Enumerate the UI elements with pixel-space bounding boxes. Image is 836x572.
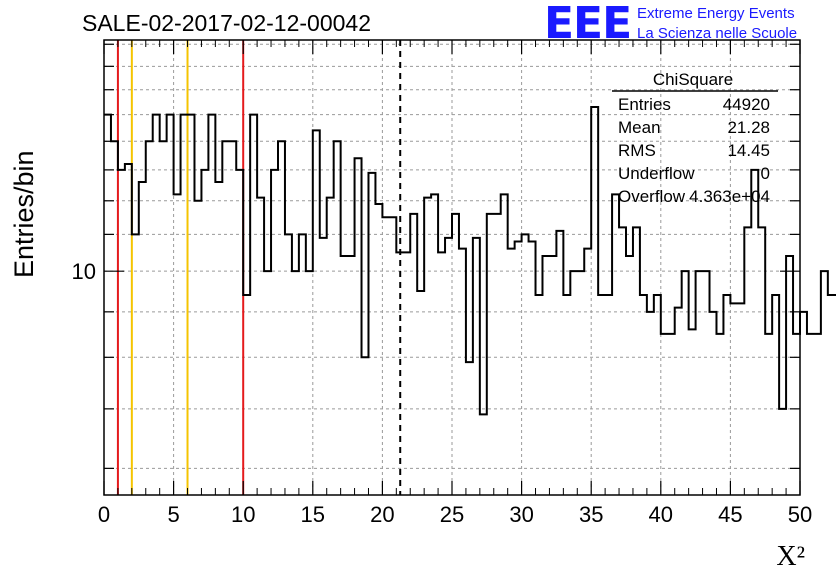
eee-logo: EEE Extreme Energy Events La Scienza nel… xyxy=(544,2,834,46)
x-tick-label: 0 xyxy=(98,502,110,527)
stats-overflow-value: 4.363e+04 xyxy=(689,187,770,206)
stats-entries-label: Entries xyxy=(618,95,671,114)
x-tick-label: 35 xyxy=(579,502,603,527)
stats-overflow-label: Overflow xyxy=(618,187,686,206)
y-axis-title: Entries/bin xyxy=(9,150,39,278)
eee-logo-title: Extreme Energy Events xyxy=(637,5,795,22)
x-tick-label: 15 xyxy=(301,502,325,527)
x-tick-label: 30 xyxy=(509,502,533,527)
x-tick-label: 5 xyxy=(167,502,179,527)
stats-rms-value: 14.45 xyxy=(727,141,770,160)
axis-ticks xyxy=(103,40,801,495)
run-title: SALE-02-2017-02-12-00042 xyxy=(82,10,371,36)
stats-entries-value: 44920 xyxy=(723,95,770,114)
stats-rms-label: RMS xyxy=(618,141,656,160)
stats-mean-value: 21.28 xyxy=(727,118,770,137)
y-tick-label: 10 xyxy=(72,259,96,284)
x-tick-label: 25 xyxy=(440,502,464,527)
grid xyxy=(104,40,800,495)
reference-lines xyxy=(116,40,402,495)
stats-box: ChiSquare Entries 44920 Mean 21.28 RMS 1… xyxy=(612,70,778,206)
x-tick-label: 50 xyxy=(788,502,812,527)
x-tick-label: 10 xyxy=(231,502,255,527)
stats-mean-label: Mean xyxy=(618,118,661,137)
x-tick-label: 45 xyxy=(718,502,742,527)
stats-title: ChiSquare xyxy=(653,70,733,89)
x-tick-label: 40 xyxy=(649,502,673,527)
histogram-series xyxy=(104,106,836,416)
y-tick-labels: 10 xyxy=(72,259,96,284)
x-axis-title: X² xyxy=(776,541,805,572)
eee-logo-subtitle: La Scienza nelle Scuole xyxy=(637,25,798,42)
x-tick-labels: 0 5 10 15 20 25 30 35 40 45 50 xyxy=(98,502,812,527)
x-tick-label: 20 xyxy=(370,502,394,527)
eee-logo-mark: EEE xyxy=(544,0,632,49)
stats-underflow-value: 0 xyxy=(761,164,770,183)
stats-underflow-label: Underflow xyxy=(618,164,695,183)
